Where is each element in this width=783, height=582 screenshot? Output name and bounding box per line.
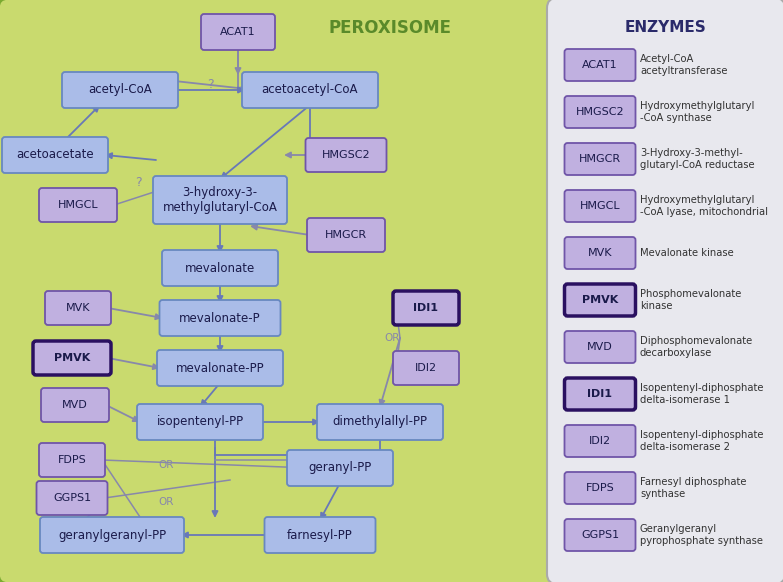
FancyBboxPatch shape — [547, 0, 783, 582]
Text: Phosphomevalonate
kinase: Phosphomevalonate kinase — [640, 289, 742, 311]
Text: MVD: MVD — [62, 400, 88, 410]
FancyBboxPatch shape — [157, 350, 283, 386]
Text: acetoacetate: acetoacetate — [16, 148, 94, 161]
Text: HMGCR: HMGCR — [325, 230, 367, 240]
FancyBboxPatch shape — [2, 137, 108, 173]
Text: MVD: MVD — [587, 342, 613, 352]
FancyBboxPatch shape — [62, 72, 178, 108]
FancyBboxPatch shape — [45, 291, 111, 325]
Text: PMVK: PMVK — [54, 353, 90, 363]
FancyBboxPatch shape — [565, 425, 636, 457]
Text: dimethylallyl-PP: dimethylallyl-PP — [333, 416, 428, 428]
FancyBboxPatch shape — [0, 0, 561, 582]
FancyBboxPatch shape — [40, 517, 184, 553]
Text: FDPS: FDPS — [58, 455, 86, 465]
Text: ACAT1: ACAT1 — [220, 27, 256, 37]
Text: 3-hydroxy-3-
methylglutaryl-CoA: 3-hydroxy-3- methylglutaryl-CoA — [163, 186, 277, 214]
Text: farnesyl-PP: farnesyl-PP — [287, 528, 353, 541]
FancyBboxPatch shape — [265, 517, 376, 553]
Text: HMGCR: HMGCR — [579, 154, 621, 164]
Text: isopentenyl-PP: isopentenyl-PP — [157, 416, 244, 428]
Text: MVK: MVK — [588, 248, 612, 258]
FancyBboxPatch shape — [137, 404, 263, 440]
FancyBboxPatch shape — [565, 331, 636, 363]
Text: IDI1: IDI1 — [413, 303, 438, 313]
Text: mevalonate: mevalonate — [185, 261, 255, 275]
FancyBboxPatch shape — [37, 481, 107, 515]
Text: HMGSC2: HMGSC2 — [576, 107, 624, 117]
FancyBboxPatch shape — [565, 519, 636, 551]
FancyBboxPatch shape — [565, 190, 636, 222]
Text: Hydroxymethylglutaryl
-CoA lyase, mitochondrial: Hydroxymethylglutaryl -CoA lyase, mitoch… — [640, 195, 768, 217]
Text: PEROXISOME: PEROXISOME — [329, 19, 452, 37]
FancyBboxPatch shape — [162, 250, 278, 286]
FancyBboxPatch shape — [565, 284, 636, 316]
Text: Geranylgeranyl
pyrophosphate synthase: Geranylgeranyl pyrophosphate synthase — [640, 524, 763, 546]
FancyBboxPatch shape — [160, 300, 280, 336]
Text: acetyl-CoA: acetyl-CoA — [88, 83, 152, 97]
FancyBboxPatch shape — [201, 14, 275, 50]
Text: Hydroxymethylglutaryl
-CoA synthase: Hydroxymethylglutaryl -CoA synthase — [640, 101, 754, 123]
Text: IDI2: IDI2 — [415, 363, 437, 373]
FancyBboxPatch shape — [565, 49, 636, 81]
FancyBboxPatch shape — [287, 450, 393, 486]
Text: ?: ? — [207, 77, 213, 90]
Text: OR: OR — [158, 460, 173, 470]
FancyBboxPatch shape — [242, 72, 378, 108]
Text: HMGSC2: HMGSC2 — [322, 150, 370, 160]
FancyBboxPatch shape — [39, 188, 117, 222]
Text: MVK: MVK — [66, 303, 90, 313]
Text: Farnesyl diphosphate
synthase: Farnesyl diphosphate synthase — [640, 477, 746, 499]
Text: ACAT1: ACAT1 — [583, 60, 618, 70]
Text: HMGCL: HMGCL — [58, 200, 99, 210]
FancyBboxPatch shape — [317, 404, 443, 440]
Text: IDI1: IDI1 — [587, 389, 612, 399]
Text: ?: ? — [135, 176, 141, 189]
Text: GGPS1: GGPS1 — [581, 530, 619, 540]
Text: PMVK: PMVK — [582, 295, 618, 305]
FancyBboxPatch shape — [565, 96, 636, 128]
Text: IDI2: IDI2 — [589, 436, 611, 446]
Text: mevalonate-P: mevalonate-P — [179, 311, 261, 325]
FancyBboxPatch shape — [565, 143, 636, 175]
Text: ENZYMES: ENZYMES — [625, 20, 707, 36]
Text: Mevalonate kinase: Mevalonate kinase — [640, 248, 734, 258]
Text: GGPS1: GGPS1 — [53, 493, 91, 503]
FancyBboxPatch shape — [307, 218, 385, 252]
Text: OR: OR — [158, 497, 173, 507]
FancyBboxPatch shape — [393, 351, 459, 385]
Text: geranyl-PP: geranyl-PP — [309, 462, 372, 474]
Text: HMGCL: HMGCL — [579, 201, 620, 211]
FancyBboxPatch shape — [33, 341, 111, 375]
Text: Isopentenyl-diphosphate
delta-isomerase 2: Isopentenyl-diphosphate delta-isomerase … — [640, 430, 763, 452]
Text: geranylgeranyl-PP: geranylgeranyl-PP — [58, 528, 166, 541]
FancyBboxPatch shape — [565, 237, 636, 269]
Text: OR: OR — [384, 333, 399, 343]
FancyBboxPatch shape — [39, 443, 105, 477]
Text: 3-Hydroxy-3-methyl-
glutaryl-CoA reductase: 3-Hydroxy-3-methyl- glutaryl-CoA reducta… — [640, 148, 755, 170]
Text: Isopentenyl-diphosphate
delta-isomerase 1: Isopentenyl-diphosphate delta-isomerase … — [640, 383, 763, 405]
FancyBboxPatch shape — [41, 388, 109, 422]
FancyBboxPatch shape — [565, 472, 636, 504]
Text: acetoacetyl-CoA: acetoacetyl-CoA — [262, 83, 359, 97]
FancyBboxPatch shape — [393, 291, 459, 325]
FancyBboxPatch shape — [565, 378, 636, 410]
FancyBboxPatch shape — [305, 138, 387, 172]
Text: Acetyl-CoA
acetyltransferase: Acetyl-CoA acetyltransferase — [640, 54, 727, 76]
Text: FDPS: FDPS — [586, 483, 615, 493]
Text: mevalonate-PP: mevalonate-PP — [175, 361, 265, 374]
FancyBboxPatch shape — [153, 176, 287, 224]
Text: Diphosphomevalonate
decarboxylase: Diphosphomevalonate decarboxylase — [640, 336, 752, 358]
